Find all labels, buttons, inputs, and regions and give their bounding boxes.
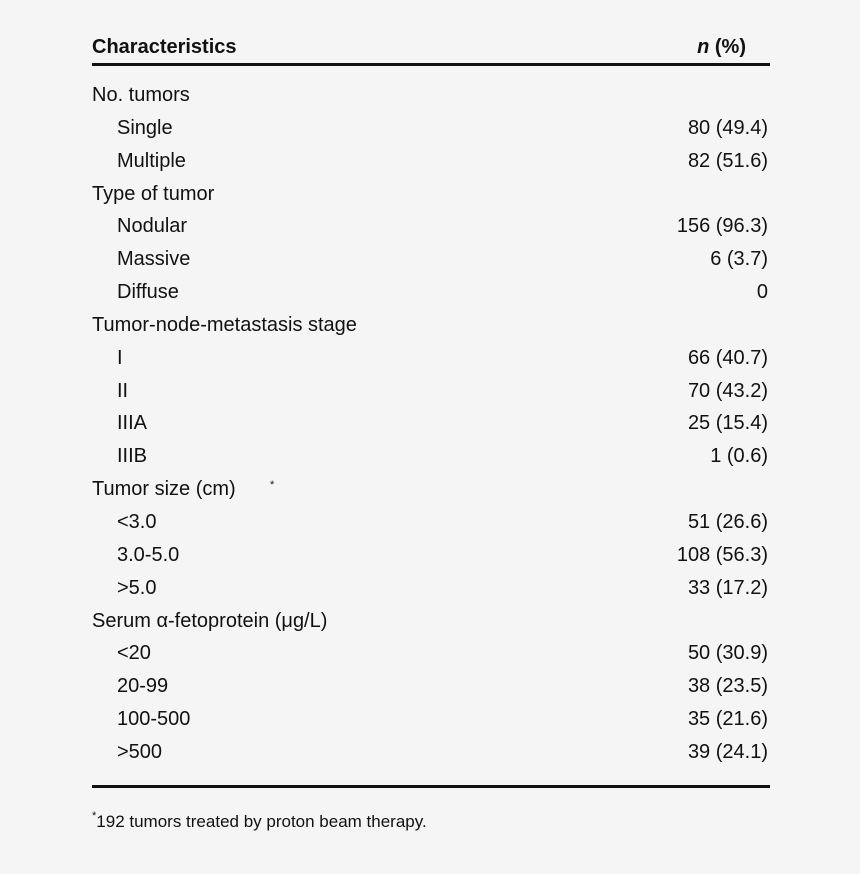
table-row: Nodular 156 (96.3) (92, 210, 768, 243)
table-row: 100-500 35 (21.6) (92, 703, 768, 736)
table-row: <3.0 51 (26.6) (92, 506, 768, 539)
table-row: IIIB 1 (0.6) (92, 440, 768, 473)
table-row: <20 50 (30.9) (92, 637, 768, 670)
header-characteristics: Characteristics (92, 36, 237, 58)
row-value: 80 (49.4) (687, 116, 768, 139)
footnote-marker: * (92, 810, 97, 822)
table-row: 20-99 38 (23.5) (92, 670, 768, 703)
row-value: 51 (26.6) (687, 510, 768, 533)
footnote-marker: * (270, 479, 275, 492)
row-label: 100-500 (117, 708, 191, 731)
row-label: Tumor-node-metastasis stage (92, 313, 357, 336)
row-label: Massive (117, 248, 191, 271)
footnote: *192 tumors treated by proton beam thera… (92, 810, 427, 832)
table-section-row: Tumor-node-metastasis stage (92, 309, 768, 342)
row-value: 0 (756, 281, 768, 304)
table-row: >500 39 (24.1) (92, 736, 768, 769)
table-row: IIIA 25 (15.4) (92, 407, 768, 440)
row-label: Single (117, 116, 173, 139)
row-label: 3.0-5.0 (117, 543, 180, 566)
row-value: 39 (24.1) (687, 740, 768, 763)
row-label: <20 (117, 642, 151, 665)
table-row: Single 80 (49.4) (92, 112, 768, 145)
row-label: Nodular (117, 215, 188, 238)
row-label: IIIA (117, 412, 148, 435)
table-section-row: Serum α-fetoprotein (μg/L) (92, 605, 768, 638)
table-section-row: No. tumors (92, 79, 768, 112)
row-label: I (117, 346, 123, 369)
bottom-rule (92, 785, 770, 788)
row-label: <3.0 (117, 510, 157, 533)
header-n: n (697, 36, 710, 58)
row-value: 35 (21.6) (687, 708, 768, 731)
row-value: 1 (0.6) (710, 445, 768, 468)
row-label: Multiple (117, 149, 186, 172)
row-label: Type of tumor (92, 182, 215, 205)
row-label: Diffuse (117, 281, 179, 304)
footnote-text: 192 tumors treated by proton beam therap… (96, 812, 427, 831)
row-label: >5.0 (117, 576, 157, 599)
row-value: 108 (56.3) (676, 543, 768, 566)
table-body: No. tumors Single 80 (49.4) Multiple 82 (51.… (92, 79, 768, 769)
row-label: 20-99 (117, 675, 169, 698)
row-value: 38 (23.5) (687, 675, 768, 698)
header-pct: (%) (714, 36, 746, 58)
table-row: Multiple 82 (51.6) (92, 145, 768, 178)
row-value: 6 (3.7) (710, 248, 768, 271)
row-label: No. tumors (92, 84, 190, 106)
table-row: Diffuse 0 (92, 276, 768, 309)
table-row: >5.0 33 (17.2) (92, 572, 768, 605)
table-section-row: Type of tumor (92, 178, 768, 211)
row-label: Serum α-fetoprotein (μg/L) (92, 609, 328, 632)
table-row: I 66 (40.7) (92, 342, 768, 375)
row-value: 66 (40.7) (687, 346, 768, 369)
top-rule (92, 63, 770, 66)
table-row: Massive 6 (3.7) (92, 243, 768, 276)
table-row: II 70 (43.2) (92, 375, 768, 408)
row-label: >500 (117, 740, 163, 763)
row-value: 25 (15.4) (687, 412, 768, 435)
header-n-percent: n (%) (697, 36, 746, 59)
table-row: 3.0-5.0 108 (56.3) (92, 539, 768, 572)
row-value: 50 (30.9) (687, 642, 768, 665)
table-section-row: Tumor size (cm) * (92, 473, 768, 506)
row-value: 156 (96.3) (676, 215, 768, 238)
row-label: II (117, 379, 129, 402)
row-value: 82 (51.6) (687, 149, 768, 172)
row-value: 33 (17.2) (687, 576, 768, 599)
row-label: IIIB (117, 445, 148, 468)
table-header: Characteristics n (%) (92, 34, 768, 62)
row-value: 70 (43.2) (687, 379, 768, 402)
row-label: Tumor size (cm) (92, 478, 236, 501)
